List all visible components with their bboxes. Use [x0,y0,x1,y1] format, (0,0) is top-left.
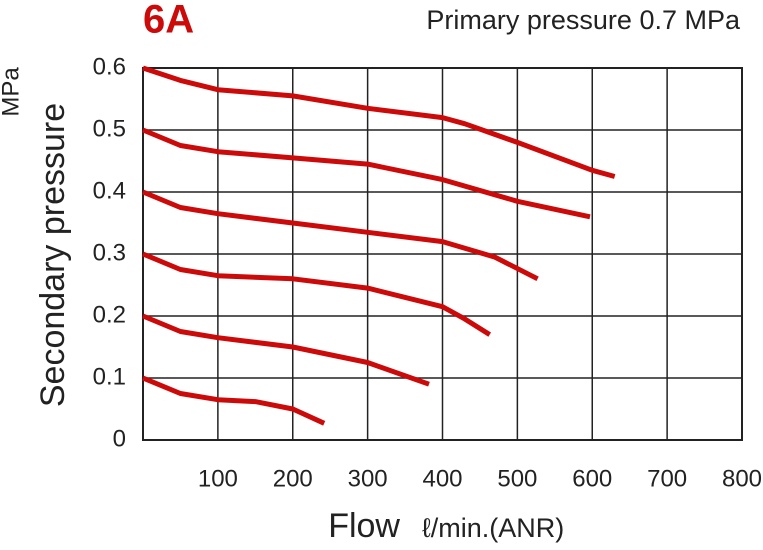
data-line [142,127,591,220]
x-tick-label: 400 [422,465,462,492]
x-tick-label: 700 [647,465,687,492]
y-axis-label: Secondary pressure [34,103,72,407]
y-tick-label: 0.6 [93,53,126,80]
y-tick-label: 0.5 [93,115,126,142]
x-tick-label: 300 [348,465,388,492]
x-tick-label: 500 [497,465,537,492]
y-tick-label: 0.1 [93,363,126,390]
y-tick-label: 0.3 [93,239,126,266]
data-line [142,189,539,282]
x-tick-label: 600 [572,465,612,492]
x-axis-label: Flow [328,507,400,545]
data-line [142,251,492,337]
x-tick-label: 800 [722,465,762,492]
data-line [142,313,430,387]
x-axis-unit: ℓ/min.(ANR) [422,513,564,543]
y-tick-label: 0.2 [93,301,126,328]
y-tick-label: 0.4 [93,177,126,204]
chart-title: 6A [143,0,194,42]
x-tick-label: 100 [198,465,238,492]
y-axis-unit: MPa [0,67,24,117]
y-tick-label: 0 [113,425,126,452]
x-tick-label: 200 [273,465,313,492]
chart-subtitle: Primary pressure 0.7 MPa [426,5,741,35]
data-line [142,375,326,426]
data-line [142,65,616,179]
